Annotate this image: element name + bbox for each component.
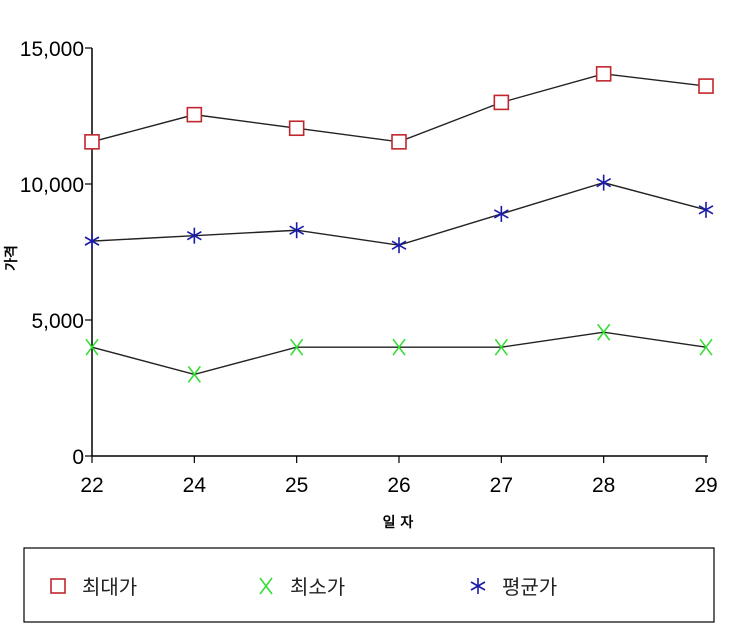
data-point-x-icon: [85, 338, 99, 356]
data-point-asterisk-icon-stroke: [289, 225, 305, 235]
data-point-x-icon-stroke: [494, 338, 508, 356]
data-point-asterisk-icon: [596, 174, 612, 191]
data-point-square-icon: [391, 134, 407, 150]
data-point-x-icon-stroke: [290, 338, 304, 356]
data-point-x-icon-stroke: [85, 338, 99, 356]
x-tick-label: 26: [387, 474, 410, 497]
data-point-square-icon-shape: [186, 106, 203, 123]
data-point-x-icon: [392, 338, 406, 356]
y-tick-label: 15,000: [20, 38, 84, 61]
data-point-square-icon: [698, 78, 714, 94]
y-tick-label: 10,000: [20, 174, 84, 197]
x-tick-label: 28: [592, 474, 615, 497]
series-line-1: [91, 73, 707, 143]
data-point-asterisk-icon: [186, 227, 202, 244]
x-tick-label: 29: [694, 474, 717, 497]
data-point-asterisk-icon: [84, 233, 100, 250]
y-axis-title: 가격: [3, 245, 20, 271]
data-point-square-icon: [288, 120, 305, 137]
legend-label: 최소가: [290, 575, 345, 599]
data-point-asterisk-icon-stroke: [493, 209, 509, 219]
data-point-asterisk-icon-stroke: [84, 236, 100, 246]
x-tick-label: 25: [285, 474, 308, 497]
data-point-square-icon-shape: [391, 134, 407, 150]
x-tick-label: 22: [80, 474, 103, 497]
data-point-square-icon-shape: [84, 134, 100, 150]
data-point-asterisk-icon-stroke: [391, 240, 407, 250]
data-point-asterisk-icon-stroke: [698, 205, 714, 215]
x-ticks: 22 24 25 26 27 28 29: [80, 456, 718, 497]
data-point-x-icon: [494, 338, 508, 356]
series-line-3: [91, 181, 707, 246]
data-point-asterisk-icon: [698, 201, 714, 218]
series-lines: [91, 73, 707, 376]
x-tick-label: 27: [490, 474, 513, 497]
series-markers: [84, 66, 714, 383]
data-point-square-icon-shape: [595, 66, 612, 82]
legend-item: 최소가: [259, 575, 345, 599]
legend-x-icon: [259, 577, 273, 595]
data-point-x-icon-stroke: [187, 365, 201, 383]
legend-square-icon: [50, 578, 66, 594]
data-point-asterisk-icon: [289, 222, 305, 239]
plot-area: 0 5,000 10,000 15,000 22 24 25 26 27 28 29 일 자 가격: [3, 38, 718, 531]
legend-asterisk-icon: [470, 578, 486, 594]
data-point-x-icon: [187, 365, 201, 383]
legend-label: 평균가: [502, 575, 557, 599]
legend-label: 최대가: [82, 575, 137, 599]
y-tick-label: 5,000: [31, 310, 84, 333]
legend-items: 최대가 최소가 평균가: [50, 575, 557, 599]
series-line-2: [91, 331, 707, 376]
data-point-x-icon: [597, 323, 611, 341]
legend-square-icon-shape: [50, 578, 66, 594]
data-point-square-icon-shape: [288, 120, 305, 137]
y-ticks: 0 5,000 10,000 15,000: [20, 38, 92, 469]
x-tick-label: 24: [183, 474, 207, 497]
legend-box: [23, 547, 715, 623]
data-point-asterisk-icon-stroke: [186, 230, 202, 241]
y-tick-label: 0: [72, 446, 84, 469]
data-point-square-icon: [186, 106, 203, 123]
data-point-square-icon: [493, 94, 510, 111]
legend: 최대가 최소가 평균가: [23, 547, 715, 623]
data-point-x-icon: [699, 338, 713, 356]
data-point-x-icon-stroke: [699, 338, 713, 356]
data-point-asterisk-icon-stroke: [596, 177, 612, 188]
x-axis-title: 일 자: [383, 515, 414, 531]
legend-item: 평균가: [470, 575, 557, 599]
data-point-square-icon: [595, 66, 612, 82]
data-point-square-icon: [84, 134, 100, 150]
data-point-asterisk-icon: [493, 205, 509, 222]
data-point-x-icon-stroke: [392, 338, 406, 356]
data-point-x-icon-stroke: [597, 323, 611, 341]
data-point-square-icon-shape: [698, 78, 714, 94]
data-point-asterisk-icon: [391, 237, 407, 254]
legend-item: 최대가: [50, 575, 137, 599]
data-point-x-icon: [290, 338, 304, 356]
data-point-square-icon-shape: [493, 94, 510, 111]
legend-asterisk-icon-stroke: [470, 581, 486, 591]
legend-x-icon-stroke: [259, 577, 273, 595]
